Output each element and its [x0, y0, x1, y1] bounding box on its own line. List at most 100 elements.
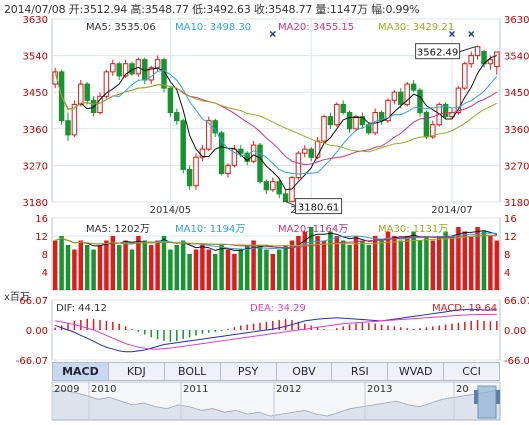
price-tick-right: 3180	[504, 198, 529, 209]
volume-bar	[244, 245, 250, 290]
high-value: 3548.77	[144, 3, 189, 16]
candle-body	[334, 103, 340, 126]
volume-bar	[321, 240, 327, 290]
candle-body	[193, 156, 199, 187]
candle-body	[263, 181, 270, 191]
volume-tick-left: 16	[35, 214, 48, 225]
low-annotation-box	[295, 198, 343, 215]
macd-tick-left: 0.00	[26, 326, 48, 337]
volume-bar	[104, 240, 109, 290]
ma10-line	[54, 69, 498, 175]
volume-bar	[59, 236, 64, 290]
volume-bar	[142, 240, 148, 290]
ma-legend-ma5: MA5: 3535.06	[86, 22, 156, 33]
candle-body	[378, 112, 385, 122]
volume-bar	[456, 227, 461, 290]
volume-bar	[449, 236, 455, 290]
candle-body	[340, 103, 346, 114]
volume-bar	[289, 240, 295, 290]
candle-body	[276, 181, 282, 195]
ma-legend-ma10: MA10: 3498.30	[175, 22, 251, 33]
candle-body	[231, 148, 238, 166]
volume-tick-right: 16	[504, 214, 517, 225]
overview-area	[51, 389, 501, 421]
volume-bar	[91, 249, 96, 290]
candle-body	[122, 63, 129, 77]
candle-body	[250, 144, 257, 162]
overview-year-label: 2013	[367, 384, 392, 395]
volume-bar	[136, 236, 141, 290]
candle-body	[116, 63, 122, 77]
price-tick-left: 3270	[23, 161, 48, 172]
volume-ma10-line	[55, 232, 497, 251]
overview-year-label: 2012	[276, 384, 301, 395]
macd-tick-right: -66.07	[504, 356, 529, 367]
indicator-tabs: MACD KDJ BOLL PSY OBV RSI WVAD CCI	[52, 362, 500, 381]
candle-body	[391, 91, 398, 101]
candle-body	[302, 148, 308, 154]
price-tick-right: 3450	[504, 88, 529, 99]
candle-body	[97, 95, 103, 114]
candle-body	[218, 132, 225, 175]
tab-psy[interactable]: PSY	[221, 363, 277, 380]
volume-bar	[264, 249, 269, 290]
candle-body	[321, 116, 327, 142]
volume-bar	[347, 245, 352, 290]
change-value: 0.99%	[385, 3, 420, 16]
price-tick-left: 3180	[23, 198, 48, 209]
candle-body	[257, 144, 263, 183]
volume-bar	[174, 245, 180, 290]
ma-legend-ma30: MA30: 3429.21	[378, 22, 454, 33]
overview-year-label: 2009	[54, 384, 79, 395]
tab-rsi[interactable]: RSI	[332, 363, 389, 380]
volume-tick-right: 12	[504, 232, 517, 243]
tab-cci[interactable]: CCI	[462, 365, 481, 378]
volume-bar	[200, 245, 205, 290]
volume-bar	[52, 240, 58, 290]
volume-bar	[308, 227, 314, 290]
candle-body	[154, 59, 161, 69]
volume-bar	[385, 231, 391, 290]
candle-body	[385, 99, 391, 122]
candle-body	[462, 63, 468, 89]
candle-body	[206, 120, 212, 150]
tab-macd[interactable]: MACD	[53, 363, 109, 380]
candle-body	[174, 112, 180, 122]
date-tick-label: 2014/05	[150, 205, 192, 216]
overview-year-label: 20	[456, 384, 469, 395]
tab-kdj[interactable]: KDJ	[109, 363, 165, 380]
candle-body	[353, 116, 359, 130]
quote-date: 2014/07/08	[4, 3, 66, 16]
candle-body	[212, 120, 218, 134]
price-tick-left: 3450	[23, 88, 48, 99]
close-value: 3548.77	[268, 3, 313, 16]
volume-bar	[212, 254, 218, 290]
volume-bar	[116, 245, 122, 290]
volume-bar	[328, 231, 333, 290]
volume-tick-left: 4	[42, 268, 48, 279]
candle-body	[423, 112, 430, 138]
low-value: 3492.63	[206, 3, 251, 16]
price-tick-left: 3630	[23, 15, 48, 26]
price-tick-right: 3360	[504, 125, 529, 136]
candle-body	[84, 83, 90, 101]
volume-bar	[168, 249, 173, 290]
volume-legend-ma30: MA30: 1131万	[378, 224, 448, 235]
volume-bar	[123, 240, 128, 290]
volume-bar	[276, 249, 282, 290]
candle-body	[346, 112, 353, 130]
candle-body	[487, 59, 494, 65]
macd-tick-right: 66.07	[504, 296, 529, 307]
volume-legend-ma5: MA5: 1202万	[86, 224, 150, 235]
tab-boll[interactable]: BOLL	[165, 363, 221, 380]
volume-bar	[443, 231, 448, 290]
volume-bar	[398, 240, 404, 290]
tab-wvad[interactable]: WVAD	[388, 363, 445, 380]
volume-tick-right: 8	[504, 250, 510, 261]
volume-bar	[257, 245, 263, 290]
volume-bar	[296, 236, 301, 290]
volume-bar	[180, 240, 186, 290]
tab-obv[interactable]: OBV	[277, 363, 333, 380]
volume-bar	[494, 240, 500, 290]
